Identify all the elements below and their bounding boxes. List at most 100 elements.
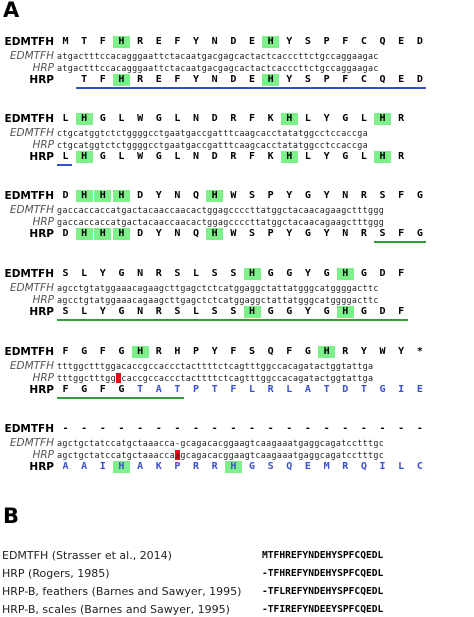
hrp-dna-label: HRP [32, 449, 54, 461]
residue: Y [286, 36, 293, 47]
residue: H [262, 74, 280, 86]
residue: T [323, 384, 330, 395]
residue: - [379, 423, 386, 434]
residue: P [267, 190, 274, 201]
residue: R [230, 151, 237, 162]
residue: R [360, 228, 367, 239]
residue: N [137, 268, 144, 279]
residue: G [342, 113, 349, 124]
residue: F [99, 384, 106, 395]
residue: D [379, 268, 386, 279]
residue: S [174, 306, 181, 317]
edmtfh-dna-sequence: ctgcatggtctctggggcctgaatgaccgatttcaagcac… [57, 128, 369, 138]
residue: - [230, 423, 237, 434]
residue: F [248, 113, 256, 124]
blue-underline [75, 87, 427, 89]
residue: H [336, 306, 354, 318]
hrp-protein-label: HRP [29, 461, 54, 473]
residue: R [398, 113, 405, 124]
residue: L [193, 306, 200, 317]
residue: H [280, 113, 298, 125]
residue: F [398, 190, 405, 201]
residue: R [155, 268, 162, 279]
residue: G [81, 346, 88, 357]
edmtfh-protein-label: EDMTFH [4, 423, 54, 435]
residue: G [155, 151, 162, 162]
residue: H [206, 190, 224, 202]
residue: N [211, 36, 218, 47]
residue: L [360, 113, 367, 124]
residue: G [360, 306, 367, 317]
residue: G [118, 306, 125, 317]
residue: E [248, 74, 256, 85]
residue: R [342, 461, 349, 472]
residue: T [211, 384, 218, 395]
residue: F [398, 268, 405, 279]
edmtfh-dna-sequence: tttggctttggacaccgccaccctacttttctcagtttgg… [57, 361, 374, 371]
residue: I [99, 461, 106, 472]
residue: W [379, 346, 386, 357]
residue: D [342, 384, 349, 395]
hrp-dna-sequence: atgactttccacagggaattctacaatgacgagcactact… [57, 63, 379, 73]
residue: G [360, 268, 367, 279]
residue: S [230, 306, 237, 317]
residue: H [206, 228, 224, 240]
residue: E [248, 36, 256, 47]
residue: F [174, 36, 181, 47]
residue: G [304, 228, 311, 239]
residue: N [211, 74, 218, 85]
residue: H [75, 228, 93, 240]
hrp-dna-label: HRP [32, 62, 54, 74]
edmtfh-dna-label: EDMTFH [9, 437, 54, 449]
residue: - [193, 423, 200, 434]
hrp-protein-label: HRP [29, 74, 54, 86]
residue: E [304, 461, 311, 472]
residue: N [174, 190, 181, 201]
residue: Y [323, 151, 330, 162]
residue: - [62, 423, 69, 434]
residue: H [336, 268, 354, 280]
residue: D [211, 151, 218, 162]
hrp-dna-label: HRP [32, 139, 54, 151]
reference-name: HRP (Rogers, 1985) [2, 567, 110, 580]
residue: F [342, 36, 349, 47]
residue: T [137, 384, 144, 395]
residue: A [155, 384, 162, 395]
residue: D [379, 306, 386, 317]
hrp-dna-sequence: ctgcatggtctctggggcctgaatgaccgatttcaagcac… [57, 140, 369, 150]
residue: T [81, 36, 88, 47]
residue: - [323, 423, 330, 434]
residue: E [398, 74, 405, 85]
residue: P [193, 346, 200, 357]
residue: E [416, 384, 423, 395]
reference-name: HRP-B, feathers (Barnes and Sawyer, 1995… [2, 585, 242, 598]
residue: Y [286, 228, 293, 239]
residue: M [62, 36, 69, 47]
residue: - [211, 423, 218, 434]
residue: D [62, 190, 69, 201]
residue: K [267, 113, 274, 124]
residue: C [360, 36, 367, 47]
residue: R [360, 190, 367, 201]
residue: Y [193, 36, 200, 47]
edmtfh-dna-sequence: agcctgtatggaaacagaagcttgagctctcatggaggct… [57, 283, 379, 293]
residue: H [243, 306, 261, 318]
hrp-dna-sequence: agcctgtatggaaacagaagcttgagctctcatggaggct… [57, 295, 379, 305]
residue: H [75, 190, 93, 202]
residue: H [94, 228, 112, 240]
residue: G [379, 384, 386, 395]
alignment-block: EDMTFH EDMTFH HRP HRP - - - - - - - - - - - - - - - - - - - - ag… [0, 423, 474, 483]
residue [57, 74, 74, 86]
hrp-dna-label: HRP [32, 294, 54, 306]
residue: L [304, 113, 311, 124]
residue: Q [193, 228, 200, 239]
edmtfh-dna-label: EDMTFH [9, 360, 54, 372]
residue: W [137, 151, 144, 162]
residue: Y [99, 306, 106, 317]
reference-sequence: -TFHREFYNDEHYSPFCQEDL [262, 568, 384, 579]
residue: G [286, 306, 293, 317]
residue: F [398, 228, 405, 239]
